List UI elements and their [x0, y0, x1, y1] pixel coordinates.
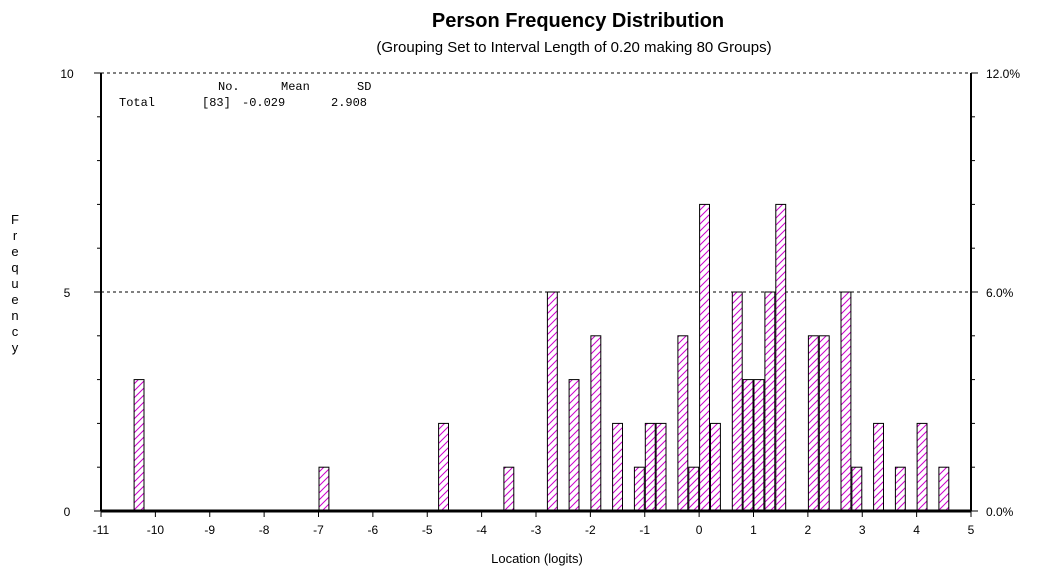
histogram-bar	[318, 466, 330, 512]
y2-tick-label: 12.0%	[986, 67, 1020, 81]
histogram-bar	[742, 379, 754, 512]
x-tick-label: 5	[968, 523, 975, 537]
x-tick-label: -2	[585, 523, 596, 537]
histogram-bar	[873, 422, 884, 512]
y-tick-label: 5	[64, 286, 71, 300]
y2-tick-label: 0.0%	[986, 505, 1014, 519]
x-tick-label: -6	[368, 523, 379, 537]
y-axis-label-letter: u	[11, 276, 18, 291]
y-tick-label: 10	[60, 67, 74, 81]
x-tick-label: 4	[913, 523, 920, 537]
stats-value-sd: 2.908	[331, 96, 367, 110]
histogram-bar	[894, 466, 906, 512]
histogram-bar	[655, 422, 667, 512]
stats-value-no: [83]	[202, 96, 231, 110]
chart-title: Person Frequency Distribution	[432, 10, 724, 32]
stats-header-mean: Mean	[281, 80, 310, 94]
y-axis-label: Frequency	[11, 212, 19, 355]
histogram-bar	[851, 466, 863, 512]
x-tick-label: 0	[696, 523, 703, 537]
gridlines	[101, 72, 971, 293]
stats-header-no: No.	[218, 80, 240, 94]
histogram-bar	[699, 203, 710, 512]
histogram-bar	[568, 379, 580, 512]
y-axis-label-letter: e	[11, 292, 18, 307]
x-tick-label: -8	[259, 523, 270, 537]
histogram-bar	[612, 422, 623, 512]
y-tick-label: 0	[64, 505, 71, 519]
histogram-bar	[818, 335, 830, 512]
y2-tick-label: 6.0%	[986, 286, 1014, 300]
stats-table: No. Mean SD Total [83] -0.029 2.908	[119, 80, 371, 110]
histogram-bar	[677, 335, 689, 512]
x-tick-label: -3	[531, 523, 542, 537]
histogram-bar	[590, 335, 602, 512]
x-tick-label: -4	[476, 523, 487, 537]
histogram-bar	[503, 466, 515, 512]
tick-labels: -11 -10 -9 -8 -7 -6 -5 -4 -3 -2 -1 0 1 2 3 4 505100.0%6.…	[60, 67, 1020, 537]
x-tick-label: 2	[805, 523, 812, 537]
x-tick-label: -9	[204, 523, 215, 537]
x-tick-label: 1	[750, 523, 757, 537]
y-axis-label-letter: r	[13, 228, 18, 243]
y-axis-label-letter: n	[11, 308, 18, 323]
x-tick-label: -11	[93, 523, 110, 537]
histogram-bar	[688, 466, 700, 512]
y-axis-label-letter: F	[11, 212, 19, 227]
x-tick-label: -7	[313, 523, 324, 537]
stats-row-label: Total	[119, 96, 155, 110]
histogram-bar	[731, 291, 743, 512]
histogram-bar	[633, 466, 645, 512]
histogram-bar	[753, 379, 765, 512]
x-tick-label: -5	[422, 523, 433, 537]
x-tick-label: -10	[147, 523, 165, 537]
stats-value-mean: -0.029	[242, 96, 285, 110]
histogram-bar	[938, 466, 950, 512]
chart-subtitle: (Grouping Set to Interval Length of 0.20…	[376, 39, 771, 56]
histogram-bar	[644, 422, 656, 512]
histogram-bar	[710, 422, 721, 512]
bars	[133, 203, 950, 512]
histogram-bar	[840, 291, 852, 512]
stats-header-sd: SD	[357, 80, 371, 94]
x-tick-label: -1	[639, 523, 650, 537]
histogram-bar	[807, 335, 819, 512]
y-axis-label-letter: y	[12, 340, 19, 355]
y-axis-label-letter: c	[12, 324, 19, 339]
histogram-bar	[133, 379, 145, 512]
histogram-bar	[764, 291, 776, 512]
y-axis-label-letter: e	[11, 244, 18, 259]
x-axis-label: Location (logits)	[491, 551, 583, 566]
histogram-bar	[916, 422, 928, 512]
histogram-bar	[546, 291, 558, 512]
axes	[94, 72, 978, 517]
histogram-bar	[775, 203, 787, 512]
x-tick-label: 3	[859, 523, 866, 537]
y-axis-label-letter: q	[11, 260, 18, 275]
histogram-bar	[438, 422, 450, 512]
